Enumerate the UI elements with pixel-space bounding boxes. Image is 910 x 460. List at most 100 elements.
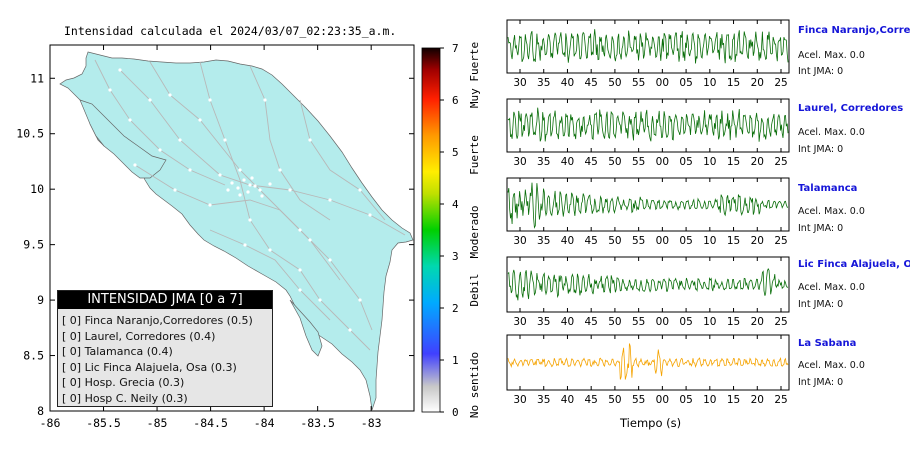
station-int-4: Int JMA: 0 [798, 299, 844, 310]
waveform-1-tick-4: 50 [608, 77, 621, 89]
waveform-1-tick-6: 00 [656, 77, 669, 89]
colorbar-label-0: No sentido [468, 352, 481, 418]
waveform-1-tick-2: 40 [561, 77, 574, 89]
waveform-3-tick-4: 50 [608, 235, 621, 247]
colorbar-tick-6: 6 [452, 94, 459, 107]
waveform-trace-2 [507, 107, 789, 142]
waveform-3-tick-8: 10 [703, 235, 716, 247]
waveform-4-tick-11: 25 [774, 316, 787, 328]
waveform-5-tick-0: 30 [513, 394, 526, 406]
waveform-3-tick-9: 15 [727, 235, 740, 247]
waveform-panel-1: 30 35 40 45 50 55 00 05 10 15 20 25 [506, 19, 790, 89]
station-acel-2: Acel. Max. 0.0 [798, 127, 865, 138]
waveform-3-tick-7: 05 [679, 235, 692, 247]
colorbar-labels: No sentido Debil Moderado Fuerte Muy Fuerte [468, 42, 481, 418]
waveform-4-tick-6: 00 [656, 316, 669, 328]
station-int-3: Int JMA: 0 [798, 223, 844, 234]
colorbar-label-4: Muy Fuerte [468, 42, 481, 108]
map-y-tick-3: 9.5 [23, 238, 44, 252]
waveform-4-tick-5: 55 [632, 316, 645, 328]
waveform-5-tick-5: 55 [632, 394, 645, 406]
waveform-1-tick-1: 35 [537, 77, 550, 89]
waveform-xlabel: Tiempo (s) [620, 416, 682, 430]
map-y-tick-5: 8.5 [23, 349, 44, 363]
map-x-tick-2: -85 [147, 416, 168, 430]
map-x-tick-3: -84.5 [193, 416, 228, 430]
waveform-3-tick-3: 45 [584, 235, 597, 247]
map-frame [49, 44, 415, 412]
nicoya-peninsula [79, 99, 167, 179]
colorbar-ticks: 0 1 2 3 4 5 6 7 [440, 42, 459, 419]
colorbar-tick-0: 0 [452, 406, 459, 419]
station-acel-4: Acel. Max. 0.0 [798, 282, 865, 293]
colorbar-tick-1: 1 [452, 354, 459, 367]
map-y-ticks: 11 10.5 10 9.5 9 8.5 8 [16, 71, 414, 418]
legend-row-5: [ 0] Hosp. Grecia (0.3) [62, 376, 185, 389]
waveform-trace-3 [507, 182, 789, 229]
waveform-2-tick-11: 25 [774, 156, 787, 168]
waveform-2-tick-5: 55 [632, 156, 645, 168]
waveform-trace-4 [507, 268, 789, 301]
legend-row-1: [ 0] Finca Naranjo,Corredores (0.5) [62, 314, 253, 327]
map-y-tick-2: 10 [30, 182, 44, 196]
waveform-5-tick-7: 05 [679, 394, 692, 406]
waveform-5-tick-6: 00 [656, 394, 669, 406]
map-x-tick-5: -83.5 [300, 416, 335, 430]
colorbar-label-1: Debil [468, 273, 481, 306]
waveform-4-tick-10: 20 [751, 316, 764, 328]
road-nodes [108, 68, 372, 332]
waveform-5-tick-1: 35 [537, 394, 550, 406]
waveform-5-tick-11: 25 [774, 394, 787, 406]
station-name-3: Talamanca [798, 183, 858, 194]
map-y-tick-4: 9 [37, 293, 44, 307]
waveform-trace-5 [507, 343, 789, 380]
waveform-3-tick-10: 20 [751, 235, 764, 247]
colorbar-tick-3: 3 [452, 250, 459, 263]
waveform-2-tick-8: 10 [703, 156, 716, 168]
map-y-tick-6: 8 [37, 404, 44, 418]
waveform-3-tick-11: 25 [774, 235, 787, 247]
waveform-2-tick-10: 20 [751, 156, 764, 168]
map-y-tick-1: 10.5 [16, 127, 44, 141]
station-name-5: La Sabana [798, 338, 857, 349]
waveform-1-tick-3: 45 [584, 77, 597, 89]
colorbar-tick-2: 2 [452, 302, 459, 315]
waveform-4-tick-8: 10 [703, 316, 716, 328]
waveform-4-tick-3: 45 [584, 316, 597, 328]
station-name-1: Finca Naranjo,Corredor [798, 25, 910, 36]
waveform-4-tick-4: 50 [608, 316, 621, 328]
map-x-tick-4: -84 [254, 416, 275, 430]
station-int-1: Int JMA: 0 [798, 66, 844, 77]
waveform-2-tick-6: 00 [656, 156, 669, 168]
waveform-2-tick-1: 35 [537, 156, 550, 168]
waveform-3-tick-5: 55 [632, 235, 645, 247]
waveform-4-tick-1: 35 [537, 316, 550, 328]
legend-row-4: [ 0] Lic Finca Alajuela, Osa (0.3) [62, 360, 237, 374]
legend-row-2: [ 0] Laurel, Corredores (0.4) [62, 329, 216, 343]
legend-title: INTENSIDAD JMA [0 a 7] [58, 291, 272, 309]
intensity-colorbar: 0 1 2 3 4 5 6 7 No sentido Debil Moderado Fuerte Mu… [421, 42, 481, 419]
colorbar-label-2: Moderado [468, 206, 481, 259]
colorbar-tick-4: 4 [452, 198, 459, 211]
colorbar-tick-7: 7 [452, 42, 459, 55]
waveform-1-tick-8: 10 [703, 77, 716, 89]
waveform-1-tick-5: 55 [632, 77, 645, 89]
waveform-panel-3: 30 35 40 45 50 55 00 05 10 15 20 25 [506, 177, 790, 247]
waveform-4-tick-2: 40 [561, 316, 574, 328]
waveform-3-tick-1: 35 [537, 235, 550, 247]
station-acel-1: Acel. Max. 0.0 [798, 50, 865, 61]
waveform-5-tick-9: 15 [727, 394, 740, 406]
waveform-4-tick-7: 05 [679, 316, 692, 328]
intensity-legend: INTENSIDAD JMA [0 a 7] [ 0] Finca Naranj… [57, 290, 273, 407]
station-name-4: Lic Finca Alajuela, Osa [798, 259, 910, 270]
colorbar-gradient [421, 47, 441, 413]
waveform-5-tick-10: 20 [751, 394, 764, 406]
waveform-2-tick-4: 50 [608, 156, 621, 168]
map-x-tick-0: -86 [40, 416, 61, 430]
waveform-2-tick-3: 45 [584, 156, 597, 168]
waveform-1-tick-10: 20 [751, 77, 764, 89]
colorbar-label-3: Fuerte [468, 135, 481, 175]
waveform-2-tick-7: 05 [679, 156, 692, 168]
waveform-1-tick-9: 15 [727, 77, 740, 89]
map-x-tick-1: -85.5 [86, 416, 121, 430]
